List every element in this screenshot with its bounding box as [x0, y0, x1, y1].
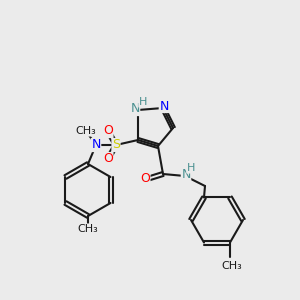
Text: O: O — [140, 172, 150, 185]
Text: CH₃: CH₃ — [222, 260, 242, 271]
Text: CH₃: CH₃ — [78, 224, 98, 234]
Text: N: N — [130, 103, 140, 116]
Text: N: N — [159, 100, 169, 112]
Text: H: H — [187, 163, 195, 173]
Text: O: O — [103, 124, 113, 137]
Text: S: S — [112, 139, 120, 152]
Text: N: N — [91, 139, 101, 152]
Text: N: N — [181, 167, 191, 181]
Text: CH₃: CH₃ — [76, 126, 96, 136]
Text: H: H — [139, 97, 147, 107]
Text: O: O — [103, 152, 113, 166]
